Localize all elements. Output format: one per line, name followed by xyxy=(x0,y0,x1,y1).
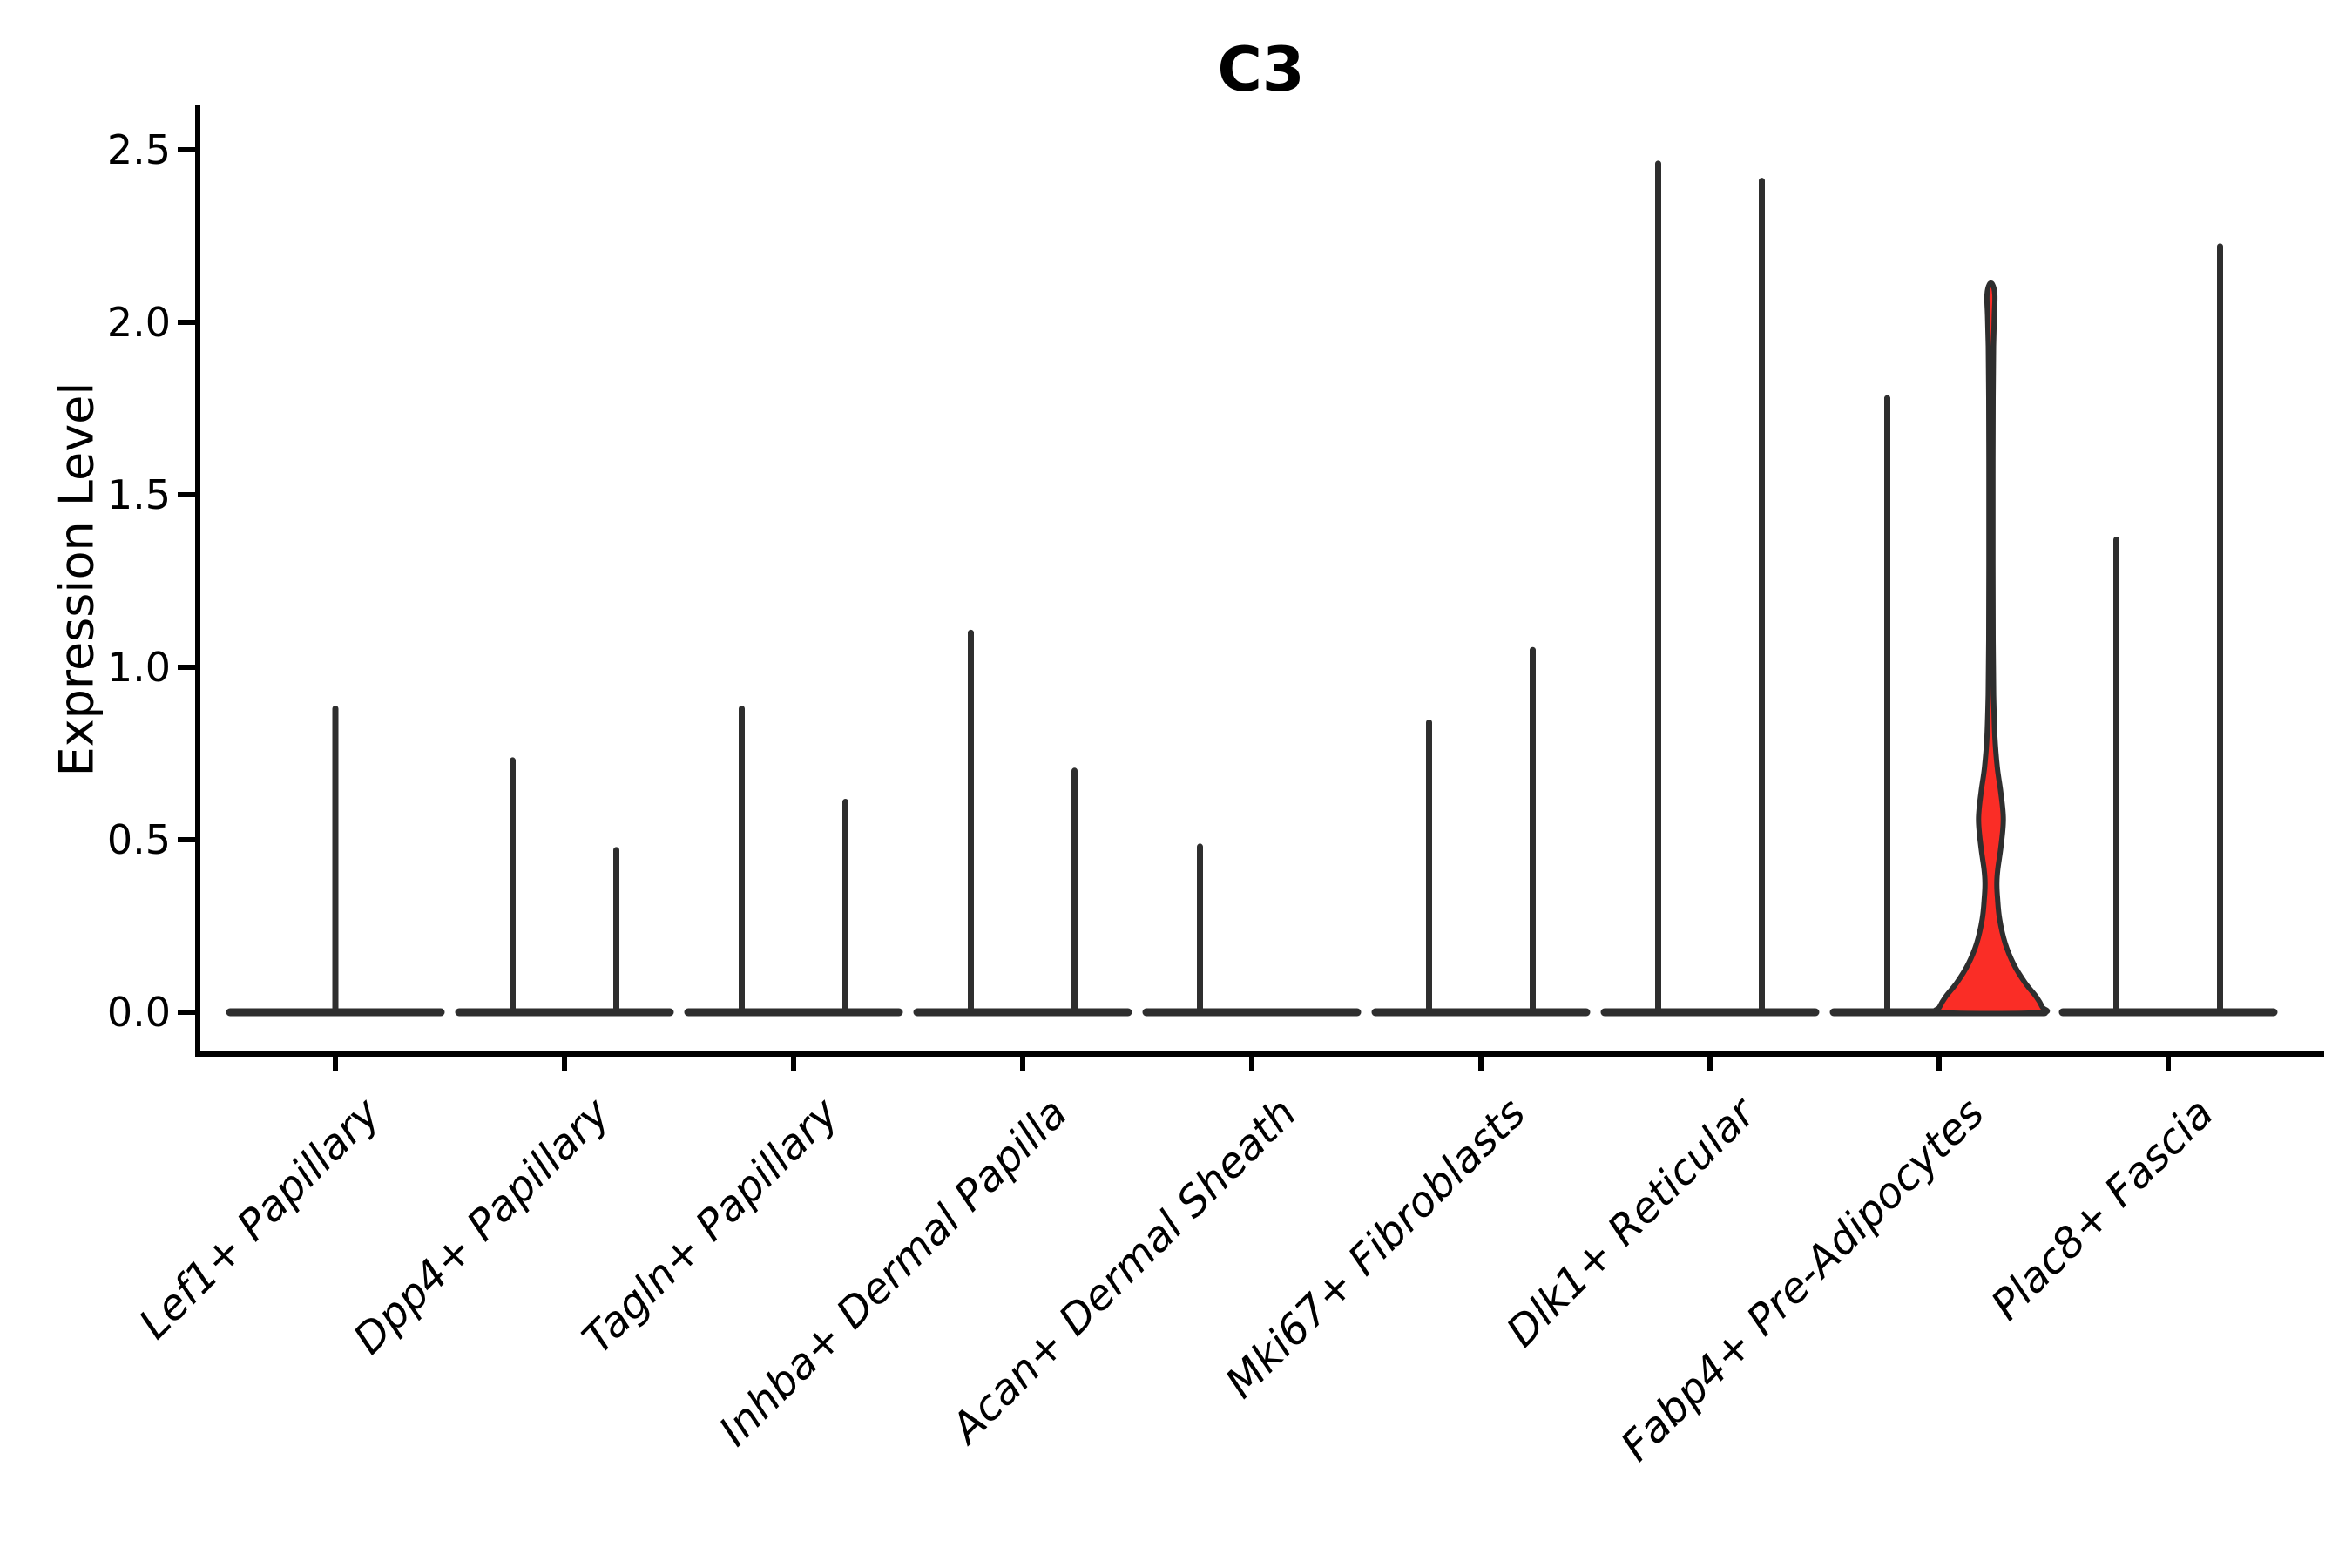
y-tick-label: 1.5 xyxy=(106,471,171,518)
y-tick-label: 2.5 xyxy=(106,126,171,173)
page-title: C3 xyxy=(1217,34,1305,105)
highlight-violin xyxy=(1931,280,2051,1017)
y-tick-label: 0.0 xyxy=(106,989,171,1036)
y-tick-label: 0.5 xyxy=(106,816,171,863)
y-axis-title: Expression Level xyxy=(49,382,105,777)
y-tick-label: 1.0 xyxy=(106,644,171,691)
y-tick-label: 2.0 xyxy=(106,299,171,346)
